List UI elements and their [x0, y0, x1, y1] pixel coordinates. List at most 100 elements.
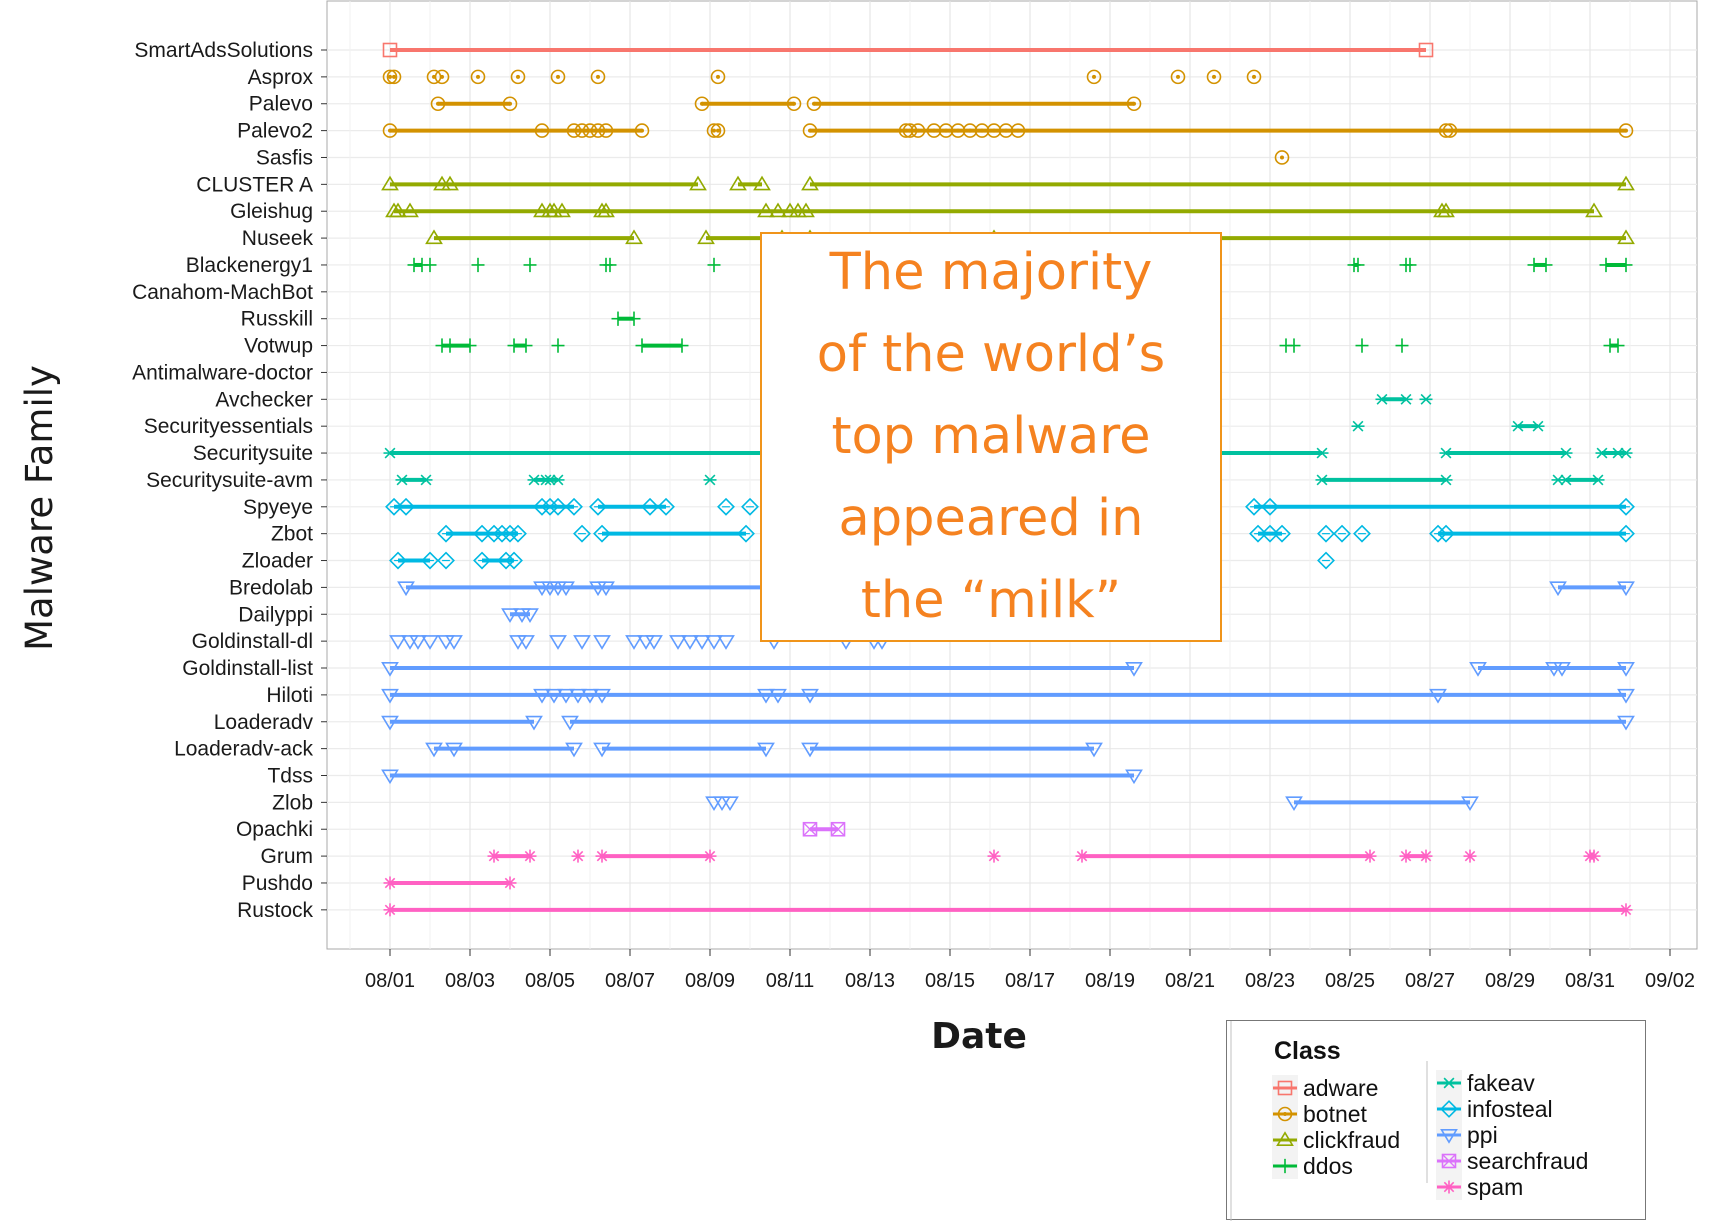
- data-point: [1617, 524, 1635, 543]
- data-point: [611, 311, 625, 326]
- data-point: [551, 338, 565, 353]
- data-point: [669, 635, 687, 650]
- legend-item: ppi: [1436, 1122, 1498, 1148]
- y-tick-label: Sasfis: [256, 146, 313, 169]
- data-point: [757, 202, 775, 218]
- data-point: [1611, 338, 1625, 353]
- data-point: [382, 42, 398, 58]
- data-point: [1353, 524, 1371, 543]
- data-point: [1419, 393, 1433, 405]
- data-point: [801, 175, 819, 191]
- legend-label: fakeav: [1467, 1070, 1535, 1096]
- data-point: [557, 581, 575, 597]
- data-point: [1277, 1106, 1293, 1122]
- data-point: [757, 688, 775, 704]
- data-point: [1619, 903, 1633, 917]
- data-point: [938, 123, 954, 138]
- data-point: [385, 497, 403, 516]
- x-tick-label: 08/15: [925, 970, 975, 992]
- data-point: [381, 688, 399, 704]
- data-point: [1429, 688, 1447, 704]
- data-point: [397, 581, 415, 597]
- data-point: [721, 796, 739, 812]
- data-point: [974, 123, 990, 138]
- data-point: [1355, 338, 1369, 353]
- x-tick-label: 08/07: [605, 970, 655, 992]
- x-tick-label: 08/31: [1565, 970, 1615, 992]
- data-point: [1125, 769, 1143, 785]
- data-point: [1617, 581, 1635, 597]
- data-point: [550, 69, 566, 85]
- data-point: [635, 338, 649, 353]
- annotation-line-4: appeared in: [838, 489, 1144, 548]
- data-point: [1333, 524, 1351, 543]
- data-point: [573, 524, 591, 543]
- data-point: [533, 688, 551, 704]
- data-point: [1261, 497, 1279, 516]
- data-point: [641, 497, 659, 516]
- data-point: [1170, 69, 1186, 85]
- legend-label: ddos: [1303, 1153, 1353, 1179]
- x-tick-label: 08/19: [1085, 970, 1135, 992]
- data-point: [1619, 257, 1633, 273]
- y-tick-label: Pushdo: [242, 872, 313, 895]
- data-point: [706, 123, 722, 138]
- data-point: [553, 202, 571, 218]
- x-tick-label: 08/21: [1165, 970, 1215, 992]
- data-point: [425, 229, 443, 245]
- data-point: [1442, 1180, 1456, 1194]
- data-point: [1539, 257, 1553, 273]
- data-point: [487, 849, 501, 863]
- legend: Class adware botnet clickfraud ddos fakeav in…: [1226, 1020, 1646, 1221]
- data-point: [593, 635, 611, 650]
- data-point: [802, 821, 818, 837]
- data-point: [1317, 551, 1335, 570]
- y-tick-label: Goldinstall-list: [182, 657, 313, 680]
- data-point: [598, 123, 614, 138]
- data-point: [1440, 1129, 1458, 1144]
- data-point: [401, 202, 419, 218]
- data-point: [519, 338, 533, 353]
- y-axis-title: Malware Family: [18, 365, 61, 651]
- x-tick-label: 08/13: [845, 970, 895, 992]
- data-point: [627, 311, 641, 326]
- data-point: [1587, 849, 1601, 863]
- data-point: [1442, 1077, 1456, 1089]
- y-tick-label: Bredolab: [229, 576, 313, 599]
- y-tick-label: Hiloti: [266, 684, 313, 707]
- y-tick-label: Palevo2: [237, 120, 313, 143]
- data-point: [1617, 715, 1635, 731]
- data-point: [590, 69, 606, 85]
- data-point: [694, 96, 710, 112]
- x-tick-label: 08/11: [766, 970, 815, 992]
- data-point: [501, 608, 519, 623]
- data-point: [1617, 175, 1635, 191]
- data-point: [657, 497, 675, 516]
- data-point: [425, 742, 443, 758]
- data-point: [389, 202, 407, 218]
- data-point: [434, 69, 450, 85]
- data-point: [386, 69, 402, 85]
- y-tick-label: Opachki: [236, 818, 313, 841]
- data-point: [445, 742, 463, 758]
- y-tick-label: Goldinstall-dl: [192, 630, 313, 653]
- data-point: [603, 257, 617, 273]
- data-point: [1395, 338, 1409, 353]
- data-point: [549, 497, 567, 516]
- y-tick-label: CLUSTER A: [196, 173, 313, 196]
- data-point: [1617, 688, 1635, 704]
- data-point: [1585, 202, 1603, 218]
- y-tick-label: Canahom-MachBot: [132, 281, 313, 304]
- data-point: [593, 524, 611, 543]
- data-point: [1315, 474, 1329, 486]
- data-point: [470, 69, 486, 85]
- y-tick-label: Votwup: [244, 335, 313, 358]
- data-point: [597, 581, 615, 597]
- data-point: [525, 715, 543, 731]
- data-point: [786, 96, 802, 112]
- y-tick-label: Loaderadv: [214, 711, 314, 734]
- data-point: [505, 551, 523, 570]
- data-point: [707, 257, 721, 273]
